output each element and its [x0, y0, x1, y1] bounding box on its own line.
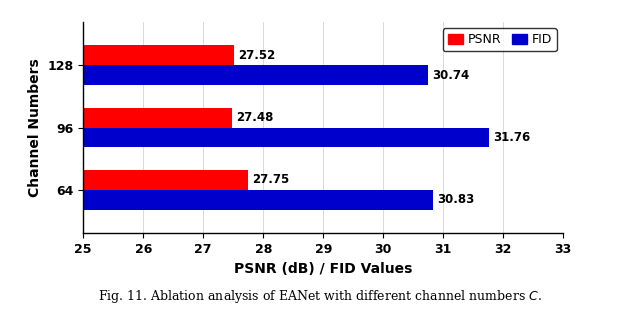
Bar	[83, 45, 234, 65]
Text: 30.83: 30.83	[437, 193, 474, 206]
Bar	[83, 128, 489, 147]
Bar	[83, 65, 428, 85]
Bar	[83, 170, 248, 190]
Text: Fig. 11. Ablation analysis of EANet with different channel numbers $C$.: Fig. 11. Ablation analysis of EANet with…	[98, 288, 542, 305]
Bar	[83, 108, 232, 128]
Legend: PSNR, FID: PSNR, FID	[443, 28, 557, 51]
Text: 27.75: 27.75	[252, 173, 290, 186]
Y-axis label: Channel Numbers: Channel Numbers	[28, 58, 42, 197]
Text: 30.74: 30.74	[432, 69, 469, 82]
Text: 31.76: 31.76	[493, 131, 531, 144]
Text: 27.52: 27.52	[239, 49, 276, 62]
Text: 27.48: 27.48	[236, 111, 273, 124]
X-axis label: PSNR (dB) / FID Values: PSNR (dB) / FID Values	[234, 262, 412, 276]
Bar	[83, 190, 433, 210]
